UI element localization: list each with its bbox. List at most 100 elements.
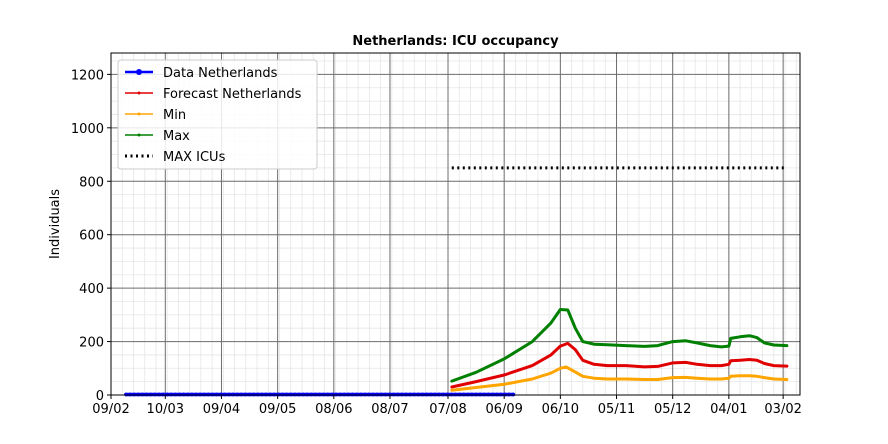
series-marker-0 bbox=[441, 392, 445, 397]
series-marker-0 bbox=[424, 392, 429, 397]
series-marker-0 bbox=[367, 392, 371, 397]
series-marker-0 bbox=[461, 392, 466, 397]
series-marker-0 bbox=[185, 392, 190, 397]
series-marker-0 bbox=[153, 392, 157, 397]
series-marker-0 bbox=[321, 392, 326, 397]
series-marker-0 bbox=[305, 392, 310, 397]
x-tick-label: 06/10 bbox=[542, 402, 579, 417]
series-marker-0 bbox=[210, 392, 215, 397]
series-marker-0 bbox=[334, 392, 338, 397]
series-marker-0 bbox=[297, 392, 301, 397]
x-tick-label: 09/05 bbox=[259, 402, 296, 417]
x-tick-label: 07/08 bbox=[429, 402, 466, 417]
series-marker-0 bbox=[396, 392, 400, 397]
x-tick-label: 08/06 bbox=[315, 402, 352, 417]
series-marker-0 bbox=[190, 392, 194, 397]
plot-frame bbox=[110, 52, 801, 396]
series-marker-0 bbox=[342, 392, 347, 397]
series-marker-0 bbox=[391, 392, 396, 397]
series-marker-0 bbox=[202, 392, 207, 397]
series-marker-0 bbox=[177, 392, 182, 397]
series-marker-0 bbox=[173, 392, 178, 397]
legend-marker-2 bbox=[137, 112, 141, 116]
legend: Data Netherlands Forecast Netherlands Min M… bbox=[117, 59, 318, 170]
series-line-2 bbox=[450, 365, 789, 392]
x-axis: 09/02 10/03 09/04 09/05 08/06 08/07 07/08 06/09… bbox=[92, 395, 802, 417]
series-marker-0 bbox=[379, 392, 384, 397]
series-marker-0 bbox=[503, 392, 507, 397]
x-tick-label: 05/11 bbox=[598, 402, 635, 417]
series-marker-0 bbox=[235, 392, 239, 397]
series-marker-0 bbox=[511, 392, 515, 397]
series-marker-0 bbox=[181, 392, 186, 397]
series-marker-0 bbox=[288, 392, 293, 397]
series-marker-0 bbox=[243, 392, 248, 397]
series-marker-0 bbox=[375, 392, 380, 397]
series-marker-0 bbox=[198, 392, 202, 397]
x-tick-label: 09/04 bbox=[203, 402, 240, 417]
legend-box bbox=[117, 59, 318, 170]
series-marker-0 bbox=[437, 392, 441, 397]
series-marker-0 bbox=[494, 392, 499, 397]
x-tick-label: 09/02 bbox=[92, 402, 129, 417]
series-marker-0 bbox=[140, 392, 145, 397]
x-tick-label: 03/02 bbox=[764, 402, 801, 417]
series-marker-0 bbox=[507, 392, 511, 397]
y-tick-label: 1200 bbox=[71, 68, 104, 83]
series-marker-0 bbox=[218, 392, 223, 397]
y-tick-label: 200 bbox=[79, 336, 104, 351]
series-marker-0 bbox=[486, 392, 491, 397]
series-marker-0 bbox=[148, 392, 153, 397]
series-marker-0 bbox=[453, 392, 458, 397]
series-marker-0 bbox=[412, 392, 417, 397]
legend-marker-0 bbox=[136, 69, 142, 75]
series-marker-0 bbox=[124, 392, 128, 397]
series-marker-0 bbox=[317, 392, 322, 397]
series-marker-0 bbox=[268, 392, 272, 397]
legend-label-3: Max bbox=[163, 129, 190, 144]
series-marker-0 bbox=[490, 392, 495, 397]
x-tick-label: 10/03 bbox=[147, 402, 184, 417]
series-marker-0 bbox=[260, 392, 264, 397]
series-marker-0 bbox=[231, 392, 235, 397]
series-marker-0 bbox=[247, 392, 252, 397]
series-marker-0 bbox=[428, 392, 433, 397]
y-tick-label: 400 bbox=[79, 282, 104, 297]
series-marker-0 bbox=[280, 392, 285, 397]
y-tick-label: 800 bbox=[79, 175, 104, 190]
series-marker-0 bbox=[358, 392, 363, 397]
series-line-1 bbox=[450, 341, 789, 389]
y-tick-label: 600 bbox=[79, 229, 104, 244]
y-axis: 0 200 400 600 800 1000 1200 bbox=[71, 68, 111, 404]
chart-title: Netherlands: ICU occupancy bbox=[352, 34, 559, 49]
series-marker-0 bbox=[350, 392, 355, 397]
series-marker-0 bbox=[449, 392, 454, 397]
series-marker-0 bbox=[194, 392, 198, 397]
series-marker-0 bbox=[157, 392, 161, 397]
x-tick-label: 08/07 bbox=[371, 402, 408, 417]
series-marker-0 bbox=[404, 392, 408, 397]
series-marker-0 bbox=[478, 392, 483, 397]
y-axis-label: Individuals bbox=[48, 189, 63, 259]
series-marker-0 bbox=[284, 392, 289, 397]
series-marker-0 bbox=[223, 392, 227, 397]
legend-label-4: MAX ICUs bbox=[163, 150, 226, 165]
series-marker-0 bbox=[338, 392, 342, 397]
legend-label-0: Data Netherlands bbox=[163, 66, 278, 81]
series-marker-0 bbox=[144, 392, 149, 397]
legend-marker-1 bbox=[137, 91, 141, 95]
series-marker-0 bbox=[161, 392, 165, 397]
series-marker-0 bbox=[301, 392, 305, 397]
series-marker-0 bbox=[330, 392, 334, 397]
series-marker-0 bbox=[293, 392, 297, 397]
x-tick-label: 04/01 bbox=[710, 402, 747, 417]
series-marker-0 bbox=[206, 392, 211, 397]
series-marker-0 bbox=[420, 392, 425, 397]
series-marker-0 bbox=[400, 392, 404, 397]
series-marker-0 bbox=[408, 392, 412, 397]
series-marker-0 bbox=[255, 392, 260, 397]
series-marker-0 bbox=[128, 392, 132, 397]
series-marker-0 bbox=[227, 392, 231, 397]
